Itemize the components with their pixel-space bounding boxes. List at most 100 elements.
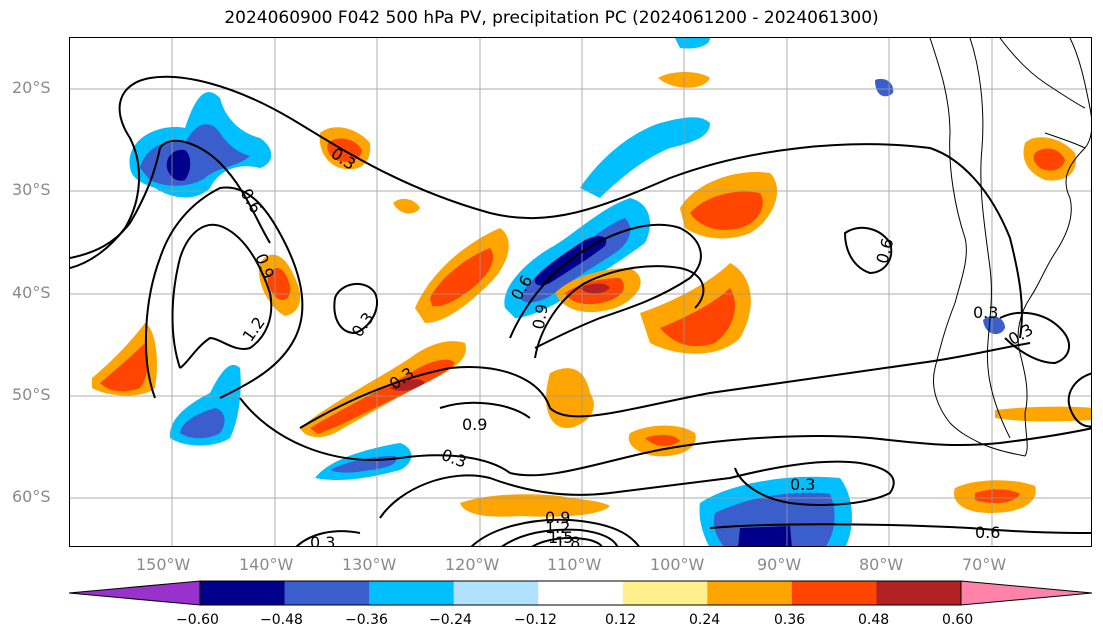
lon-label-110w: 110°W xyxy=(547,555,602,574)
pos-area-s xyxy=(546,368,594,429)
pos-area-east-core xyxy=(1033,148,1065,171)
contour-0.6-bottom xyxy=(709,523,1091,534)
contour-label-0.6-d: 0.6 xyxy=(872,236,897,266)
contour-0.3-west-bottom xyxy=(295,530,361,546)
contour-label-0.9-d: 0.9 xyxy=(545,508,570,527)
colorbar-tick-7: 0.24 xyxy=(689,612,721,628)
colorbar-segment xyxy=(707,581,793,605)
colorbar-extend-high xyxy=(961,581,1092,605)
contour-0.6-east xyxy=(843,226,893,275)
pos-area-right-core xyxy=(660,288,735,347)
colorbar-tick-4: −0.24 xyxy=(429,612,472,628)
contour-label-1.2-b: 1.2 xyxy=(545,518,570,537)
colorbar-segment xyxy=(791,581,877,605)
pos-area-center-small xyxy=(393,198,420,214)
neg-area-bottom-dark xyxy=(738,526,792,546)
neg-area-top xyxy=(675,38,710,49)
contour-0.9-mid xyxy=(439,401,531,419)
neg-area-w-core xyxy=(180,408,225,439)
coastline-argentina xyxy=(1017,38,1091,457)
border-andes xyxy=(969,38,1011,439)
contour-0.9-center xyxy=(534,265,705,359)
border-bolivia xyxy=(999,38,1086,109)
lon-label-130w: 130°W xyxy=(342,555,397,574)
contour-label-0.3-g: 0.3 xyxy=(973,303,998,322)
colorbar-extend-low xyxy=(69,581,200,605)
contour-label-1.2-a: 1.2 xyxy=(239,313,269,345)
contour-label-0.3-h: 0.3 xyxy=(1005,320,1037,349)
lat-label-50s: 50°S xyxy=(12,385,51,404)
border-paraguay xyxy=(1044,132,1086,149)
contour-label-0.3-e: 0.3 xyxy=(310,533,335,547)
contour-1.8-bottom xyxy=(531,537,603,546)
lon-label-90w: 90°W xyxy=(757,555,802,574)
contour-label-1.5: 1.5 xyxy=(548,528,573,547)
contour-label-1.8: 1.8 xyxy=(555,533,580,547)
lat-label-60s: 60°S xyxy=(12,487,51,506)
contour-0.3-mid xyxy=(299,342,1031,429)
lon-label-70w: 70°W xyxy=(962,555,1007,574)
contour-0.3-se xyxy=(1067,372,1091,428)
lat-label-40s: 40°S xyxy=(12,283,51,302)
map-title: 2024060900 F042 500 hPa PV, precipitatio… xyxy=(224,8,879,28)
contour-1.2-bottom xyxy=(470,518,640,546)
lat-label-20s: 20°S xyxy=(12,78,51,97)
contour-0.3-north xyxy=(70,75,1023,339)
pos-area-bottom xyxy=(460,494,610,517)
neg-area-east-coast xyxy=(983,316,1005,335)
contour-0.3-loop xyxy=(333,283,378,335)
map-canvas: 0.3 0.6 0.9 1.2 0.3 0.3 0.6 0.9 0.9 0.3 … xyxy=(70,38,1091,547)
colorbar-segment xyxy=(622,581,708,605)
contour-0.3-east xyxy=(999,311,1070,365)
colorbar-tick-10: 0.60 xyxy=(942,612,974,628)
contour-label-0.3-f: 0.3 xyxy=(790,475,815,494)
pos-area-w-core xyxy=(100,343,148,392)
colorbar-tick-3: −0.36 xyxy=(345,612,388,628)
colorbar-segment xyxy=(200,581,286,605)
colorbar-tick-2: −0.48 xyxy=(260,612,303,628)
coastline-chile xyxy=(929,38,1026,457)
contour-label-0.3-d: 0.3 xyxy=(439,445,469,472)
contour-label-0.6-c: 0.6 xyxy=(975,523,1000,542)
lon-label-120w: 120°W xyxy=(445,555,500,574)
colorbar-segment xyxy=(876,581,962,605)
pos-area-se-core xyxy=(975,489,1020,504)
colorbar-tick-5: −0.12 xyxy=(514,612,557,628)
colorbar xyxy=(69,580,1092,606)
pos-area-ne-core xyxy=(690,191,763,230)
lon-label-100w: 100°W xyxy=(650,555,705,574)
lon-label-140w: 140°W xyxy=(239,555,294,574)
contour-label-0.9-c: 0.9 xyxy=(462,415,487,434)
pos-area-w2-core xyxy=(267,267,291,301)
map-panel: 0.3 0.6 0.9 1.2 0.3 0.3 0.6 0.9 0.9 0.3 … xyxy=(69,37,1092,547)
contour-1.5-bottom xyxy=(501,528,619,546)
colorbar-tick-1: −0.60 xyxy=(176,612,219,628)
pos-area-central-south-dark xyxy=(580,283,610,294)
contour-label-0.9-b: 0.9 xyxy=(529,302,552,330)
colorbar-segment xyxy=(453,581,539,605)
pos-area-midlat-dark xyxy=(390,379,425,391)
precip-shading xyxy=(92,38,1091,546)
colorbar-tick-9: 0.48 xyxy=(858,612,890,628)
colorbar-segments xyxy=(69,581,1092,605)
pos-area-se-strip xyxy=(995,406,1091,422)
lon-label-80w: 80°W xyxy=(859,555,904,574)
contour-0.9-west xyxy=(144,186,304,399)
pos-area-midlat-core xyxy=(310,359,455,434)
lon-label-150w: 150°W xyxy=(136,555,191,574)
colorbar-tick-8: 0.36 xyxy=(774,612,806,628)
neg-area-ne xyxy=(580,117,710,198)
contour-label-0.3-b: 0.3 xyxy=(348,309,378,341)
colorbar-tick-6: 0.12 xyxy=(605,612,637,628)
colorbar-segment xyxy=(538,581,624,605)
coastline xyxy=(929,38,1091,457)
neg-area-nw-core xyxy=(140,124,250,186)
neg-area-top-right xyxy=(875,78,894,97)
neg-area-nw-darkest xyxy=(166,149,191,181)
colorbar-segment xyxy=(284,581,370,605)
contour-0.6-center xyxy=(509,223,702,349)
lat-label-30s: 30°S xyxy=(12,180,51,199)
contour-1.2-west xyxy=(171,223,273,369)
colorbar-segment xyxy=(369,581,455,605)
contour-0.3-bottom xyxy=(379,460,895,519)
